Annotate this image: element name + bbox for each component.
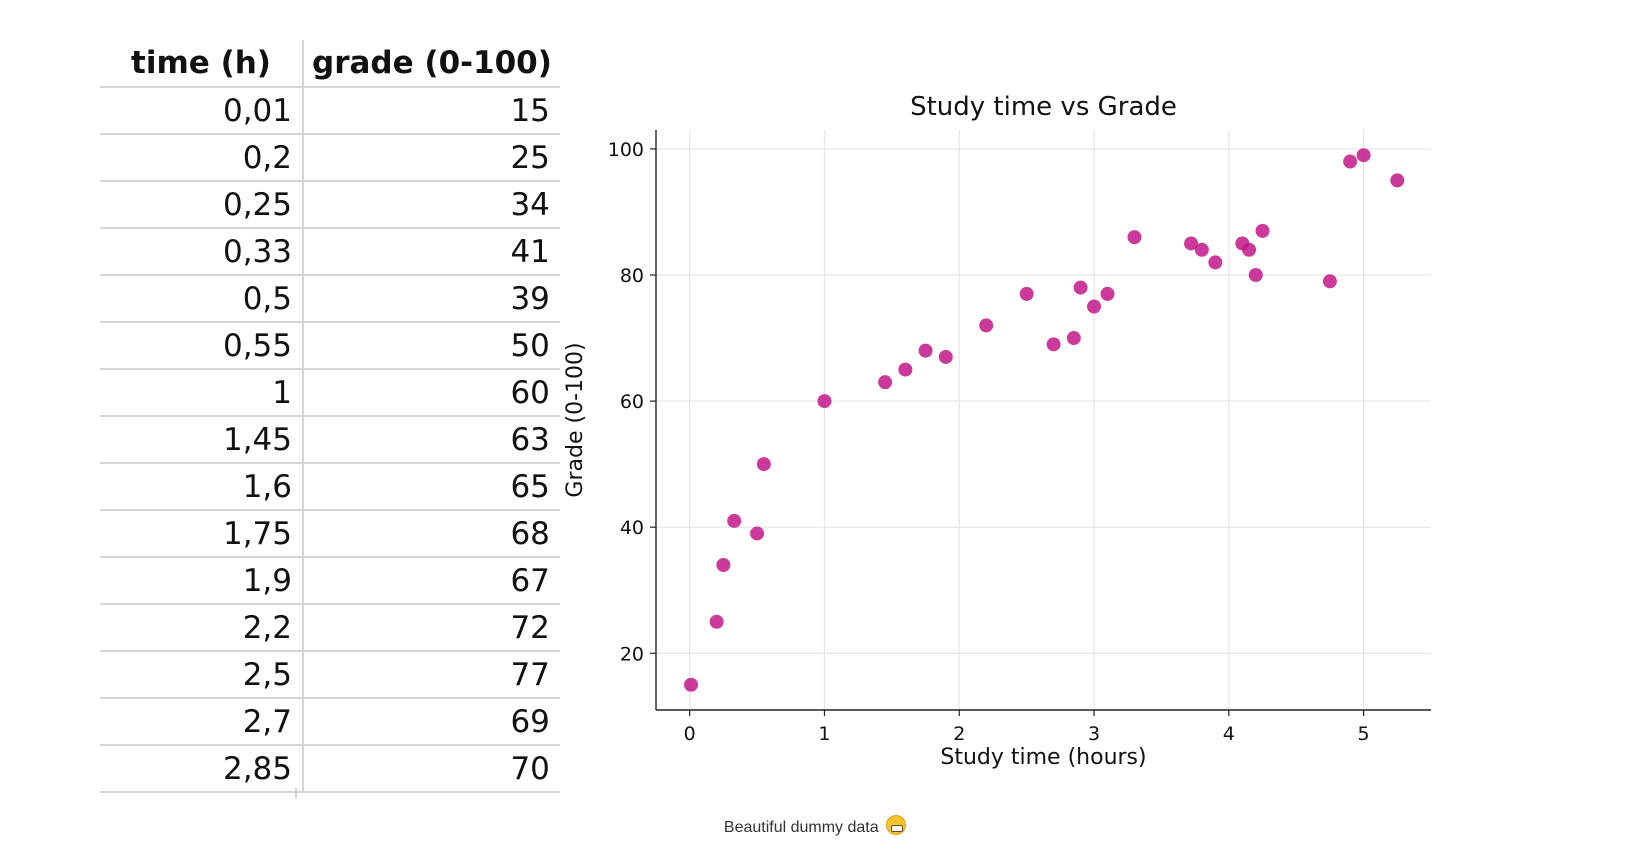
table-body: 0,01 15 0,2 25 0,25 34 0,33 41 0,5 39 0,55 50 1 60 1,4…	[100, 87, 560, 793]
data-point	[716, 558, 731, 572]
cell-grade: 68	[303, 510, 560, 558]
cell-time: 1,45	[100, 416, 304, 464]
data-point	[1248, 268, 1263, 282]
data-point	[878, 375, 893, 390]
image-caption: Beautiful dummy data	[0, 815, 1630, 837]
cell-time: 0,55	[100, 322, 304, 370]
y-tick-label: 60	[620, 391, 644, 413]
cell-grade: 60	[303, 369, 560, 417]
x-tick-label: 4	[1223, 723, 1235, 745]
cell-time: 0,01	[100, 87, 304, 135]
cell-time: 1	[100, 369, 304, 417]
cell-grade: 77	[303, 651, 560, 699]
y-axis-label: Grade (0-100)	[563, 342, 588, 497]
data-point	[1390, 173, 1405, 188]
data-point	[1194, 242, 1209, 257]
cell-grade: 34	[303, 181, 560, 229]
cell-time: 2,5	[100, 651, 304, 699]
data-point	[1019, 286, 1034, 301]
table-row: 1,9 67	[100, 557, 560, 605]
data-point	[750, 526, 765, 541]
cell-time: 0,5	[100, 275, 304, 323]
table-row: 0,2 25	[100, 134, 560, 182]
data-point	[727, 513, 742, 528]
cell-grade: 67	[303, 557, 560, 605]
cell-time: 1,75	[100, 510, 304, 558]
data-point	[817, 394, 832, 409]
y-tick-label: 80	[620, 265, 644, 287]
x-tick-label: 5	[1358, 723, 1370, 745]
cell-time: 1,6	[100, 463, 304, 511]
data-point	[1242, 242, 1257, 257]
cell-grade: 41	[303, 228, 560, 276]
table-row: 0,33 41	[100, 228, 560, 276]
data-point	[684, 677, 699, 692]
cell-grade: 39	[303, 275, 560, 323]
table-row: 0,25 34	[100, 181, 560, 229]
data-point	[1073, 280, 1088, 295]
data-point	[1255, 223, 1270, 238]
chart-title: Study time vs Grade	[910, 92, 1177, 122]
cell-time: 2,7	[100, 698, 304, 746]
x-tick-label: 0	[684, 723, 696, 745]
data-point	[709, 614, 724, 629]
table-row: 1,75 68	[100, 510, 560, 558]
table-row: 0,01 15	[100, 87, 560, 135]
cell-time: 0,2	[100, 134, 304, 182]
data-point	[1208, 255, 1223, 270]
data-point	[1066, 331, 1081, 346]
table-row: 1,45 63	[100, 416, 560, 464]
table-row: 2,2 72	[100, 604, 560, 652]
cell-grade: 63	[303, 416, 560, 464]
column-header-time: time (h)	[100, 40, 304, 88]
cell-time: 0,33	[100, 228, 304, 276]
x-tick-label: 2	[953, 723, 965, 745]
x-axis-label: Study time (hours)	[940, 745, 1146, 770]
cell-grade: 65	[303, 463, 560, 511]
table-row: 2,85 70	[100, 745, 560, 793]
table-row: 1,6 65	[100, 463, 560, 511]
x-tick-label: 3	[1088, 723, 1100, 745]
data-point	[1322, 274, 1337, 289]
data-point	[756, 457, 771, 472]
y-tick-label: 100	[608, 139, 644, 161]
table-header-row: time (h) grade (0-100)	[100, 40, 560, 88]
cell-time: 2,85	[100, 745, 304, 793]
data-point	[1100, 286, 1115, 301]
y-tick-label: 20	[620, 643, 644, 665]
cell-time: 1,9	[100, 557, 304, 605]
x-tick-label: 1	[818, 723, 830, 745]
data-point	[1184, 236, 1199, 251]
table-row: 0,55 50	[100, 322, 560, 370]
table-row: 2,5 77	[100, 651, 560, 699]
data-point	[918, 343, 933, 358]
caption-text: Beautiful dummy data	[723, 819, 879, 836]
table-row: 2,7 69	[100, 698, 560, 746]
data-point	[1046, 337, 1061, 352]
data-point	[1087, 299, 1102, 314]
cell-grade: 70	[303, 745, 560, 793]
table-divider	[295, 788, 297, 798]
cell-time: 0,25	[100, 181, 304, 229]
cell-grade: 50	[303, 322, 560, 370]
cell-grade: 72	[303, 604, 560, 652]
data-point	[898, 362, 913, 377]
column-header-grade: grade (0-100)	[303, 40, 560, 88]
cell-grade: 69	[303, 698, 560, 746]
cell-grade: 25	[303, 134, 560, 182]
table-row: 0,5 39	[100, 275, 560, 323]
table-row: 1 60	[100, 369, 560, 417]
data-point	[979, 318, 994, 333]
data-table: time (h) grade (0-100) 0,01 15 0,2 25 0,25 34…	[100, 40, 560, 793]
data-point	[1127, 230, 1142, 245]
data-point	[938, 349, 953, 364]
cell-time: 2,2	[100, 604, 304, 652]
cell-grade: 15	[303, 87, 560, 135]
data-point	[1343, 154, 1358, 169]
y-tick-label: 40	[620, 517, 644, 539]
data-point	[1356, 148, 1371, 163]
grinning-face-icon	[886, 815, 907, 835]
